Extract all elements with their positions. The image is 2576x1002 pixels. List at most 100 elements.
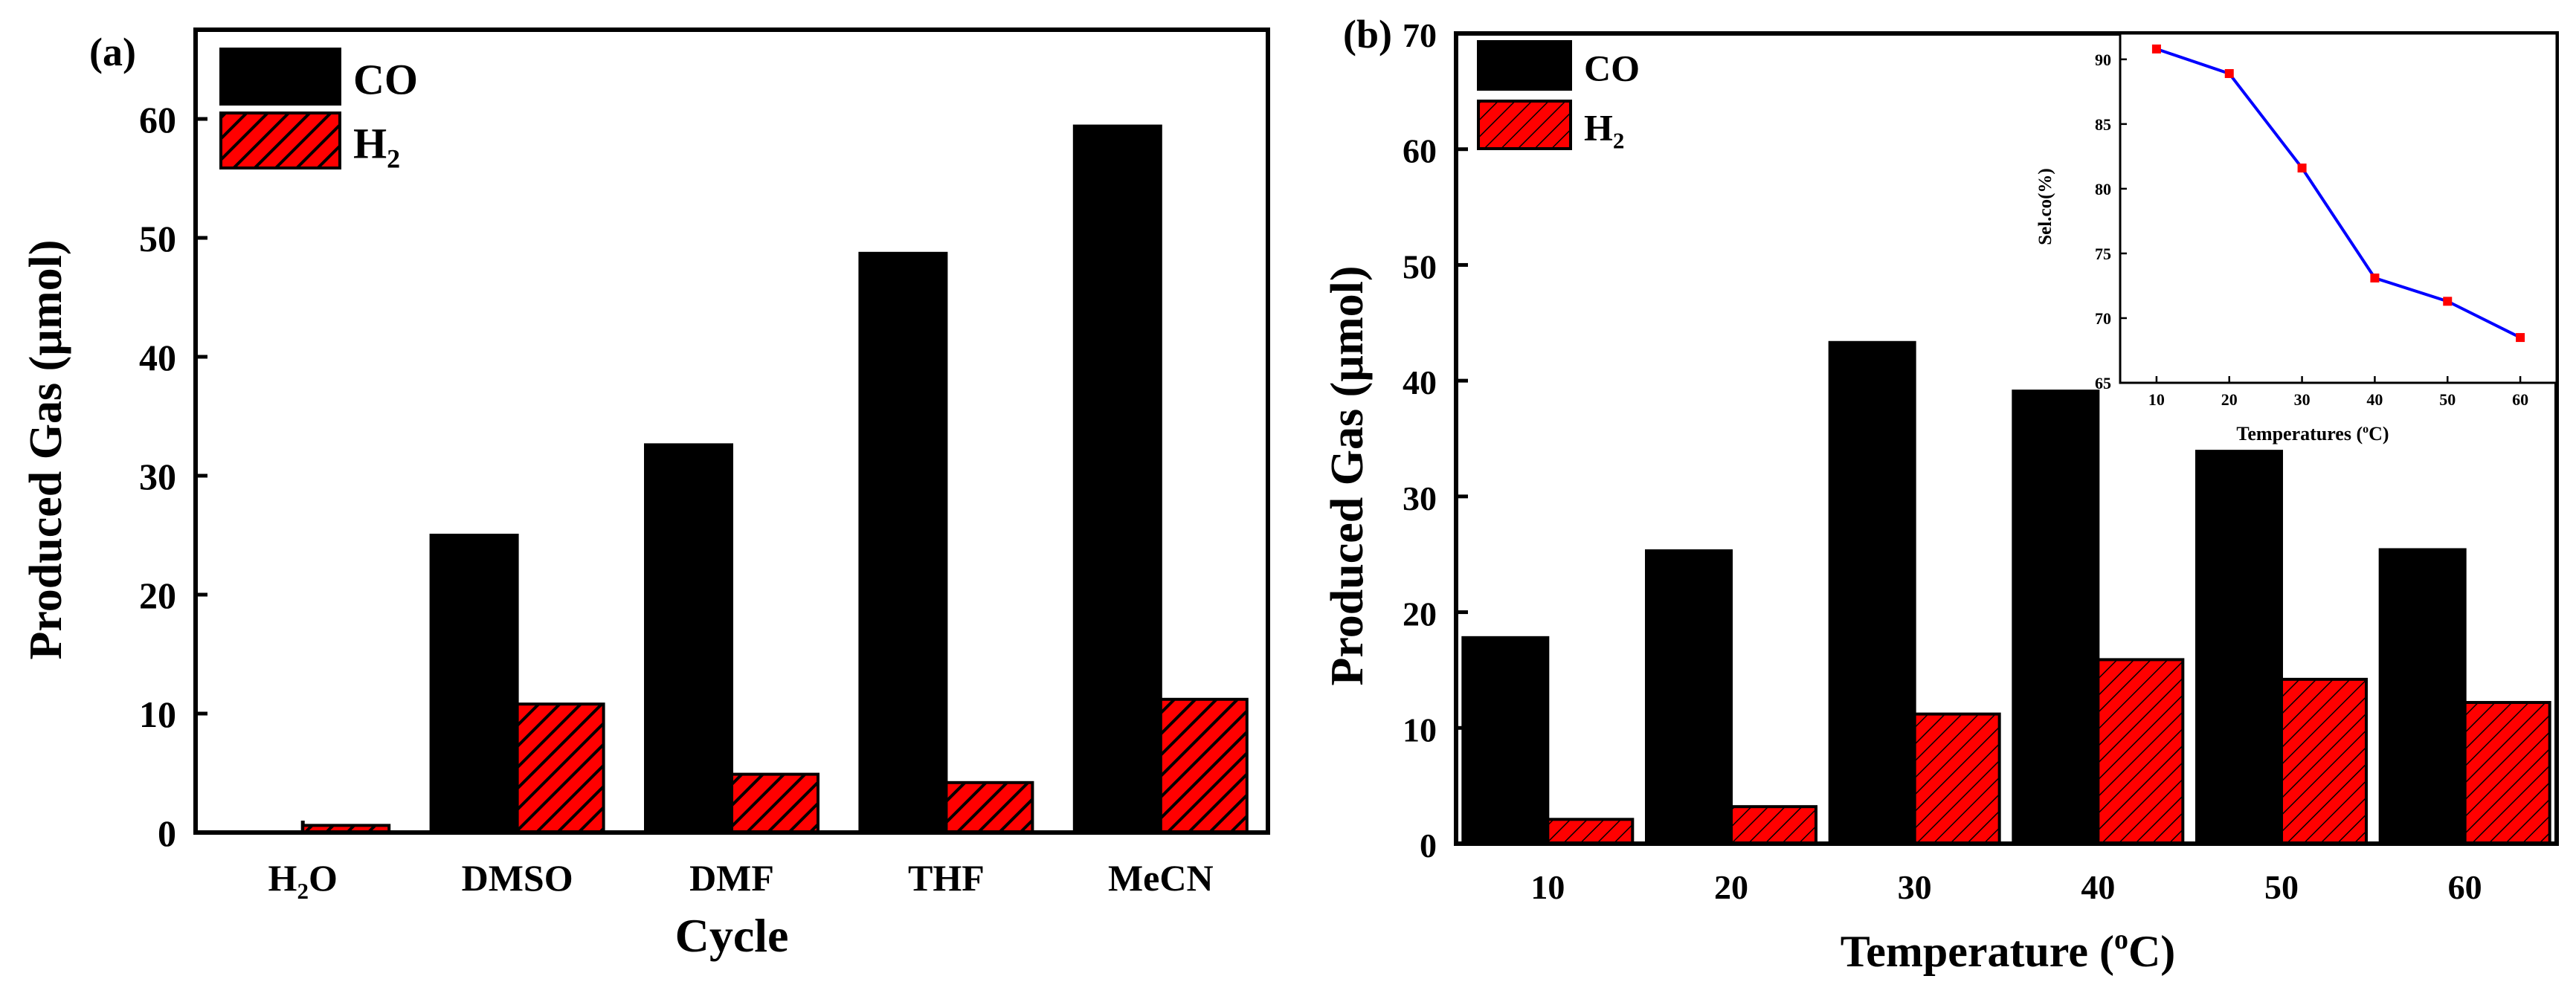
legend-swatch-co (219, 48, 341, 106)
inset-y-axis-label: Sel.co(%) (2035, 168, 2055, 245)
x-tick-label: THF (908, 857, 985, 899)
bar-h2 (515, 702, 605, 835)
panel-b-label: (b) (1343, 12, 1392, 56)
inset-y-axis-label-text: Sel.co(%) (2035, 168, 2055, 245)
inset-x-axis-label: Temperatures (oC) (2236, 423, 2389, 445)
bar-co (2378, 548, 2467, 845)
inset-point (2224, 68, 2234, 78)
panel-a-label: (a) (89, 30, 136, 74)
x-tick-label: 40 (2081, 868, 2115, 906)
panel-b-legend: CO H2 (1477, 40, 1640, 153)
bar-co (2195, 450, 2283, 845)
panel-a-x-axis-label: Cycle (675, 909, 789, 962)
y-tick-label: 0 (158, 812, 176, 854)
panel-b-x-axis-label-prefix: Temperature ( (1841, 927, 2114, 976)
legend-swatch-co (1477, 40, 1572, 91)
inset-y-tick-label: 85 (2095, 115, 2111, 134)
inset-x-tick-label: 40 (2366, 390, 2383, 409)
x-tick-label: DMF (689, 857, 774, 899)
legend-label-h2: H2 (1584, 106, 1624, 153)
x-tick-label: 50 (2264, 868, 2299, 906)
inset-x-tick-label: 60 (2512, 390, 2528, 409)
legend-swatch-h2 (1477, 100, 1572, 150)
panel-b-x-axis-label-suffix: C) (2128, 927, 2175, 976)
x-tick-label: MeCN (1108, 857, 1214, 899)
y-tick-label: 0 (1420, 827, 1437, 864)
panel-b-x-axis-label: Temperature (oC) (1841, 924, 2176, 976)
bar-h2 (2463, 701, 2551, 845)
panel-a-y-axis-label-text: Produced Gas (µmol) (21, 240, 71, 660)
panel-a-legend: CO H2 (219, 48, 418, 174)
inset-y-tick-label: 65 (2095, 374, 2111, 392)
legend-label-co: CO (1584, 47, 1640, 88)
inset-x-tick-label: 10 (2148, 390, 2165, 409)
bar-h2 (2280, 677, 2368, 846)
inset-point (2151, 44, 2161, 54)
bar-co (644, 443, 733, 834)
panel-b-inset: 65 70 75 80 85 90 10 20 30 40 50 60 Sel.co(%) Tempe… (2035, 32, 2558, 445)
y-tick-label: 40 (139, 337, 176, 378)
inset-x-axis-label-degree: o (2363, 423, 2369, 436)
inset-x-axis-label-suffix: C) (2369, 423, 2389, 445)
bar-co (1828, 340, 1916, 845)
bar-co (2012, 390, 2100, 845)
bar-h2 (2096, 658, 2185, 846)
panel-b-y-axis-label: Produced Gas (µmol) (1322, 266, 1373, 686)
inset-background (2120, 33, 2557, 383)
panel-b-y-axis-label-text: Produced Gas (µmol) (1322, 266, 1373, 686)
y-tick-label: 30 (1403, 479, 1437, 517)
y-tick-label: 70 (1403, 16, 1437, 54)
y-tick-label: 50 (1403, 248, 1437, 285)
x-tick-label: 20 (1714, 868, 1748, 906)
bar-h2 (944, 780, 1034, 835)
inset-point (2297, 164, 2307, 173)
bar-h2 (1730, 805, 1817, 845)
inset-y-tick-label: 70 (2095, 309, 2111, 328)
bar-co (858, 251, 948, 834)
inset-line-selectivity (2156, 47, 2521, 339)
y-tick-label: 40 (1403, 363, 1437, 401)
x-tick-label: 10 (1530, 868, 1565, 906)
inset-y-tick-label: 80 (2095, 180, 2111, 198)
bar-co (1072, 124, 1162, 835)
y-tick-label: 30 (139, 456, 176, 497)
inset-point (2516, 333, 2525, 343)
panel-a-plot-frame (193, 28, 1270, 835)
bar-h2 (1546, 818, 1635, 846)
panel-b-plot-frame (1454, 31, 2559, 846)
inset-y-tick-label: 90 (2095, 51, 2111, 69)
panel-b-x-axis-label-degree: o (2114, 924, 2128, 955)
inset-y-tick-label: 75 (2095, 245, 2111, 263)
bar-co (1461, 636, 1550, 845)
y-tick-label: 20 (139, 575, 176, 616)
inset-plot-frame (2119, 32, 2558, 384)
bar-h2 (730, 772, 820, 834)
y-tick-label: 10 (139, 694, 176, 735)
inset-x-tick-label: 50 (2439, 390, 2456, 409)
bar-h2 (1159, 697, 1249, 834)
inset-x-tick-label: 20 (2221, 390, 2238, 409)
inset-point (2370, 274, 2380, 282)
y-tick-label: 20 (1403, 595, 1437, 633)
x-tick-label: 60 (2448, 868, 2482, 906)
legend-label-h2: H2 (353, 120, 400, 174)
x-tick-label: H2O (268, 857, 338, 904)
inset-x-axis-label-prefix: Temperatures ( (2236, 423, 2363, 445)
y-tick-label: 60 (139, 99, 176, 140)
panel-a-y-axis-label: Produced Gas (µmol) (21, 240, 71, 660)
bar-h2 (1913, 712, 2001, 845)
x-tick-label: DMSO (462, 857, 573, 899)
bar-co (429, 534, 519, 834)
legend-label-co: CO (353, 56, 418, 104)
y-tick-label: 60 (1403, 132, 1437, 170)
inset-point (2443, 297, 2453, 306)
legend-swatch-h2 (219, 111, 341, 169)
inset-x-tick-label: 30 (2294, 390, 2311, 409)
panel-b: Produced Gas (µmol) 0 10 20 30 40 50 60 70 10 20 3… (1322, 12, 2559, 976)
x-tick-label: 30 (1898, 868, 1932, 906)
y-tick-label: 10 (1403, 711, 1437, 749)
y-tick-label: 50 (139, 218, 176, 259)
panel-a: Produced Gas (µmol) 0 10 20 30 40 50 60 H2O DMSO… (21, 28, 1270, 962)
bar-co (1645, 549, 1733, 845)
